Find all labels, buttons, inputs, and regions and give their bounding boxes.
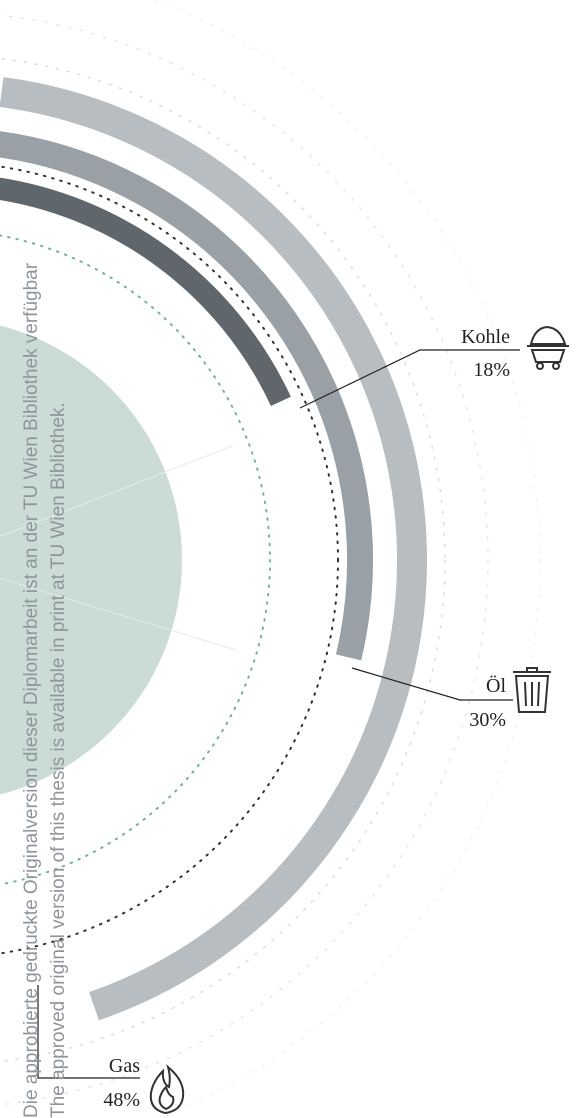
arc-oel [0, 131, 373, 661]
guide-circle-1 [0, 234, 271, 886]
inner-disc [0, 325, 182, 795]
guide-circle-4 [0, 14, 489, 1106]
watermark-line-1: Die approbierte gedruckte Originalversio… [21, 262, 42, 1118]
leader-line-gas [37, 985, 140, 1079]
arc-gas [0, 77, 427, 1021]
label-kohle-name: Kohle [461, 326, 510, 348]
label-oel: Öl 30% [351, 667, 551, 731]
coal-cart-icon [527, 325, 569, 370]
arc-kohle [0, 177, 291, 406]
label-oel-pct: 30% [469, 709, 506, 731]
watermark-line-2: The approved original version of this th… [48, 402, 69, 1118]
leader-line-kohle [299, 349, 520, 409]
label-oel-name: Öl [486, 674, 506, 697]
label-kohle: Kohle 18% [299, 325, 569, 409]
guide-circles [0, 0, 541, 1118]
guide-circle-5 [153, 0, 541, 1118]
oil-barrel-icon [513, 667, 551, 713]
label-gas-pct: 48% [103, 1089, 140, 1111]
label-kohle-pct: 18% [473, 359, 510, 381]
guide-circle-3 [0, 57, 446, 1063]
guide-circle-2 [0, 165, 339, 955]
leader-line-oel [351, 667, 513, 701]
disc-dividers [0, 445, 237, 651]
arc-series-group [0, 77, 427, 1021]
flame-icon [149, 1064, 185, 1115]
label-gas: Gas 48% [37, 985, 185, 1115]
label-gas-name: Gas [109, 1055, 140, 1077]
watermark: Die approbierte gedruckte Originalversio… [21, 262, 69, 1118]
